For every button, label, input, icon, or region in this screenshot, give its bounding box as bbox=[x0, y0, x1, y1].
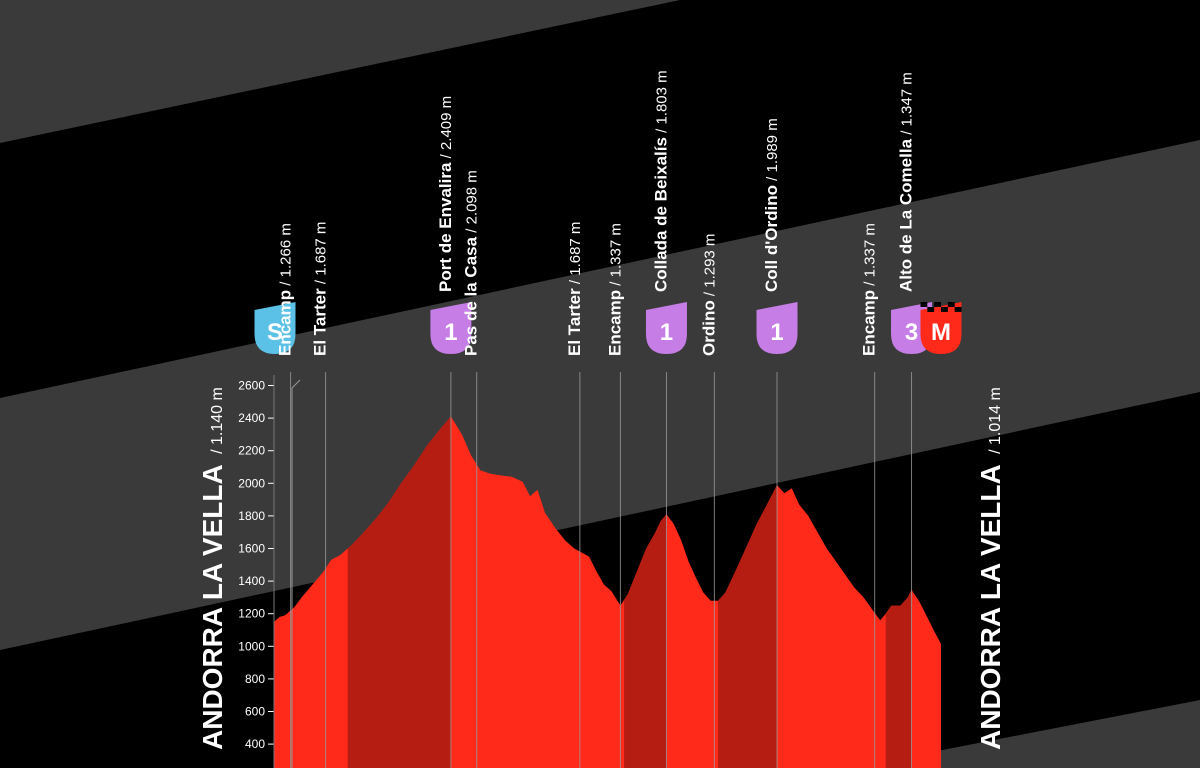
waypoint-name: Encamp bbox=[276, 290, 295, 356]
waypoint-label-1: Encamp / 1.266 m bbox=[276, 223, 295, 356]
finish-badge-text: M bbox=[931, 319, 951, 346]
elevation-profile bbox=[274, 416, 941, 768]
waypoint-label-5: El Tarter / 1.687 m bbox=[565, 222, 584, 356]
waypoint-name: Pas de la Casa bbox=[462, 236, 481, 356]
y-tick-label: 400 bbox=[245, 737, 265, 751]
waypoint-name: Encamp bbox=[860, 290, 879, 356]
finish-badge-check bbox=[947, 302, 955, 307]
waypoint-altitude: / 1.266 m bbox=[278, 223, 295, 290]
finish-city-name: ANDORRA LA VELLA bbox=[975, 464, 1006, 750]
waypoint-altitude: / 1.337 m bbox=[862, 223, 879, 290]
y-tick-label: 1800 bbox=[238, 509, 265, 523]
start-city-altitude: / 1.140 m bbox=[209, 387, 226, 454]
start-badge-shape bbox=[254, 302, 296, 354]
finish-badge: M bbox=[920, 302, 962, 354]
climb-shading-1 bbox=[347, 416, 451, 768]
waypoint-altitude: / 1.687 m bbox=[313, 222, 330, 289]
waypoint-name: Collada de Beixalís bbox=[651, 137, 670, 292]
finish-badge-check bbox=[927, 307, 935, 312]
band-middle bbox=[0, 140, 1200, 650]
waypoint-label-2: El Tarter / 1.687 m bbox=[311, 222, 330, 356]
finish-badge-check bbox=[954, 307, 962, 312]
start-badge: S bbox=[254, 302, 296, 354]
waypoint-labels: Encamp / 1.266 m El Tarter / 1.687 m Port … bbox=[276, 70, 916, 356]
waypoint-altitude: / 2.098 m bbox=[464, 170, 481, 237]
climb-badge-3-shape bbox=[430, 302, 472, 354]
climb-badge-3-text: 1 bbox=[444, 319, 457, 346]
climb-shading-4 bbox=[885, 589, 912, 768]
guide-start bbox=[291, 379, 301, 768]
waypoint-guide-lines bbox=[290, 372, 913, 768]
climb-shading-3 bbox=[718, 485, 777, 768]
y-tick-label: 2200 bbox=[238, 444, 265, 458]
band-top bbox=[0, 0, 680, 143]
waypoint-label-3: Port de Envalira / 2.409 m bbox=[436, 96, 455, 292]
finish-badge-check bbox=[934, 302, 941, 307]
climb-badge-9-text: 1 bbox=[770, 319, 783, 346]
climb-badge-7: 1 bbox=[645, 302, 687, 354]
climb-badge-9-shape bbox=[756, 302, 798, 354]
y-tick-label: 2600 bbox=[238, 379, 265, 393]
waypoint-label-9: Coll d'Ordino / 1.989 m bbox=[762, 118, 781, 292]
waypoint-label-4: Pas de la Casa / 2.098 m bbox=[462, 170, 481, 356]
climb-shading-2 bbox=[624, 514, 667, 768]
waypoint-altitude: / 1.989 m bbox=[764, 118, 781, 185]
finish-badge-shape bbox=[920, 302, 962, 354]
waypoint-name: El Tarter bbox=[311, 288, 330, 356]
waypoint-name: Coll d'Ordino bbox=[762, 185, 781, 292]
y-tick-label: 2400 bbox=[238, 411, 265, 425]
waypoint-label-6: Encamp / 1.337 m bbox=[605, 223, 624, 356]
waypoint-name: Ordino bbox=[699, 300, 718, 356]
waypoint-altitude: / 1.293 m bbox=[701, 234, 718, 301]
waypoint-altitude: / 1.347 m bbox=[899, 72, 916, 139]
waypoint-label-11: Alto de La Comella / 1.347 m bbox=[897, 72, 916, 292]
finish-badge-check bbox=[920, 302, 928, 307]
waypoint-altitude: / 2.409 m bbox=[438, 96, 455, 163]
finish-badge-check bbox=[941, 307, 948, 312]
waypoint-label-7: Collada de Beixalís / 1.803 m bbox=[651, 70, 670, 292]
y-tick-label: 1400 bbox=[238, 574, 265, 588]
climb-badge-9: 1 bbox=[756, 302, 798, 354]
start-badge-text: S bbox=[267, 319, 283, 346]
waypoint-altitude: / 1.803 m bbox=[653, 70, 670, 137]
waypoint-label-10: Encamp / 1.337 m bbox=[860, 223, 879, 356]
y-tick-label: 2000 bbox=[238, 476, 265, 490]
climb-badge-7-shape bbox=[645, 302, 687, 354]
y-tick-label: 800 bbox=[245, 672, 265, 686]
y-tick-label: 1000 bbox=[238, 639, 265, 653]
climb-badge-3: 1 bbox=[430, 302, 472, 354]
climb-badge-11-text: 3 bbox=[905, 319, 918, 346]
y-tick-label: 1600 bbox=[238, 542, 265, 556]
start-city-name: ANDORRA LA VELLA bbox=[197, 464, 228, 750]
waypoint-name: Encamp bbox=[605, 290, 624, 356]
y-tick-label: 600 bbox=[245, 705, 265, 719]
waypoint-name: El Tarter bbox=[565, 288, 584, 356]
waypoint-label-8: Ordino / 1.293 m bbox=[699, 234, 718, 356]
finish-city-label: ANDORRA LA VELLA / 1.014 m bbox=[975, 387, 1006, 750]
waypoint-altitude: / 1.337 m bbox=[607, 223, 624, 290]
y-axis: 2600 2400 2200 2000 1800 1600 1400 1200 1000 800 6… bbox=[238, 375, 275, 768]
start-city-label: ANDORRA LA VELLA / 1.140 m bbox=[197, 387, 228, 750]
finish-city-altitude: / 1.014 m bbox=[987, 387, 1004, 454]
waypoint-altitude: / 1.687 m bbox=[567, 222, 584, 289]
climb-badge-7-text: 1 bbox=[660, 319, 673, 346]
waypoint-name: Port de Envalira bbox=[436, 162, 455, 292]
y-tick-label: 1200 bbox=[238, 607, 265, 621]
waypoint-name: Alto de La Comella bbox=[897, 138, 916, 292]
